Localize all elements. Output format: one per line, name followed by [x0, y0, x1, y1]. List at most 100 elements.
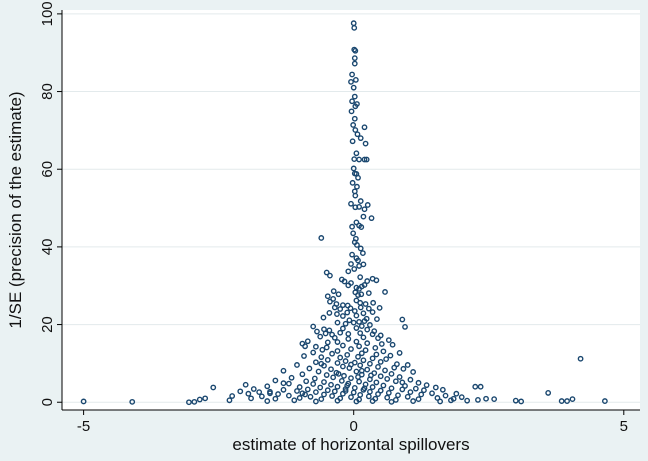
data-point	[367, 322, 373, 328]
data-point	[394, 361, 400, 368]
y-tick-label-5: 100	[39, 1, 56, 26]
data-point	[280, 386, 287, 393]
data-point	[310, 381, 317, 387]
data-point	[344, 351, 351, 358]
data-point	[475, 397, 481, 403]
data-point	[302, 343, 308, 350]
data-point	[360, 310, 367, 317]
data-point	[442, 392, 449, 399]
data-point	[360, 357, 367, 364]
plot-area	[62, 10, 640, 410]
data-point	[354, 131, 361, 138]
data-point	[402, 323, 408, 330]
data-point	[275, 391, 281, 397]
data-point	[369, 398, 376, 404]
data-point	[369, 355, 376, 362]
data-point	[285, 380, 292, 387]
x-tick-label-2: 5	[620, 418, 628, 435]
data-point	[577, 355, 584, 362]
data-point	[369, 309, 376, 316]
data-point	[348, 200, 354, 207]
data-point	[355, 374, 361, 380]
data-point	[346, 317, 353, 324]
data-point	[357, 198, 364, 204]
data-point	[335, 291, 342, 298]
data-point	[601, 398, 608, 404]
data-point	[324, 387, 331, 394]
data-point	[312, 343, 319, 350]
data-point	[349, 71, 355, 78]
data-point	[357, 304, 364, 311]
data-point	[129, 398, 136, 405]
data-point	[358, 350, 365, 357]
data-point	[370, 299, 377, 306]
data-point	[369, 384, 376, 390]
data-point	[353, 312, 360, 319]
data-point	[412, 385, 419, 392]
data-point	[389, 341, 396, 348]
data-point	[383, 356, 390, 363]
data-point	[353, 368, 360, 375]
data-point	[388, 385, 395, 392]
data-point	[335, 370, 342, 377]
data-point	[256, 389, 263, 396]
data-point	[365, 305, 372, 312]
data-point	[351, 24, 358, 31]
data-point	[350, 389, 357, 396]
data-point	[410, 398, 417, 404]
data-point	[339, 325, 346, 332]
data-point	[361, 124, 368, 131]
data-point	[196, 396, 203, 403]
data-point	[391, 364, 398, 371]
data-point	[294, 362, 300, 368]
data-point	[296, 395, 303, 401]
data-point	[372, 344, 379, 351]
data-point	[324, 339, 331, 346]
data-point	[311, 375, 318, 382]
data-point	[359, 250, 366, 257]
data-point	[345, 282, 352, 289]
data-point	[226, 397, 233, 404]
data-point	[348, 261, 354, 267]
data-point	[439, 386, 446, 393]
y-tick-label-4: 80	[39, 83, 56, 100]
data-point	[349, 251, 355, 258]
data-point	[351, 115, 358, 122]
data-point	[315, 368, 322, 375]
data-point	[423, 382, 430, 389]
data-point	[377, 387, 384, 394]
data-point	[352, 47, 359, 54]
data-point	[303, 378, 310, 385]
data-point	[356, 318, 363, 325]
data-point	[362, 301, 369, 307]
data-point	[415, 396, 422, 403]
data-point	[364, 366, 371, 373]
data-point	[337, 354, 344, 361]
data-point	[299, 371, 306, 378]
data-point	[331, 388, 338, 395]
data-point	[349, 98, 355, 105]
data-point	[491, 396, 498, 403]
data-point	[339, 363, 346, 370]
data-point	[330, 296, 337, 302]
data-point	[404, 393, 411, 400]
data-point	[453, 390, 460, 397]
data-point	[360, 334, 367, 341]
data-point	[375, 391, 381, 397]
data-point	[328, 381, 334, 388]
data-point	[356, 156, 363, 163]
data-point	[334, 383, 341, 390]
data-point	[319, 346, 326, 353]
data-point	[323, 344, 330, 351]
data-point	[353, 325, 360, 331]
data-point	[355, 353, 361, 360]
data-point	[373, 351, 380, 358]
data-point	[314, 328, 320, 335]
data-point	[354, 101, 360, 107]
data-point	[330, 374, 337, 381]
data-point	[272, 395, 279, 402]
data-point	[342, 388, 349, 394]
data-point	[352, 77, 359, 83]
axes: 0 20 40 60 80 100 -5 0 5	[39, 1, 640, 435]
data-point	[342, 358, 349, 364]
